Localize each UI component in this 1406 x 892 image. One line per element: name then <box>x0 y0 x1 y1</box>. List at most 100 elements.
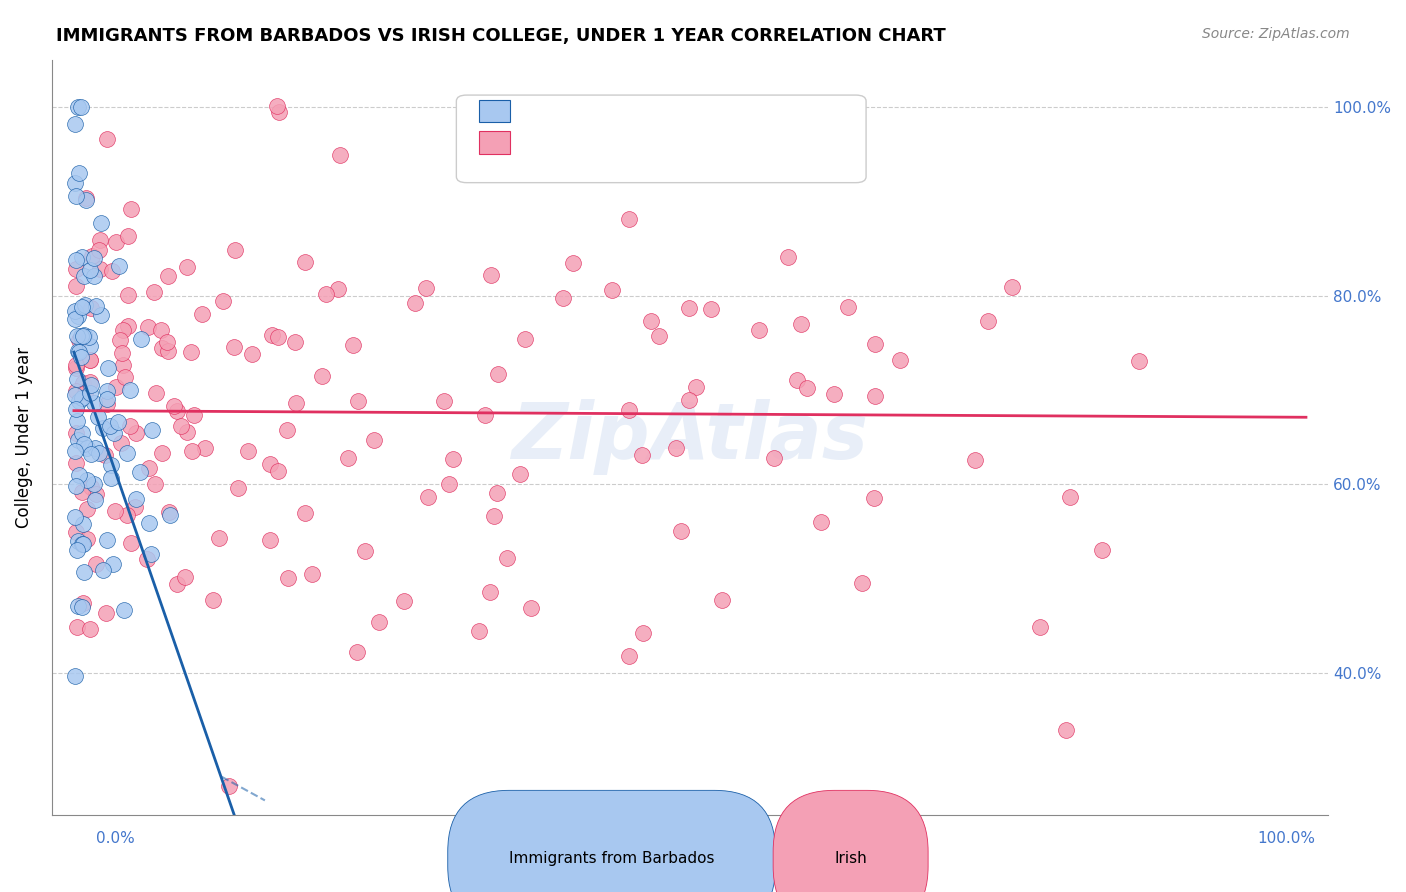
Point <box>77 330 100 344</box>
Point <box>65 479 87 493</box>
Bar <box>479 131 510 154</box>
Point <box>70 350 93 364</box>
Point <box>120 418 142 433</box>
Point <box>468 624 491 638</box>
Text: 100.0%: 100.0% <box>1257 831 1316 846</box>
Point <box>143 285 166 299</box>
Point <box>863 389 886 403</box>
Point <box>117 228 139 243</box>
Point <box>70 300 93 314</box>
Point <box>136 320 159 334</box>
Point <box>84 487 107 501</box>
Point <box>111 358 134 372</box>
Point <box>277 571 299 585</box>
Point <box>70 485 93 500</box>
Point <box>76 441 98 455</box>
Point <box>678 393 700 408</box>
Point <box>617 648 640 663</box>
Point <box>173 570 195 584</box>
Point <box>75 193 97 207</box>
Point <box>224 243 246 257</box>
Point <box>863 491 886 506</box>
Point <box>1091 542 1114 557</box>
Point <box>315 286 337 301</box>
Point <box>631 449 654 463</box>
Point <box>259 457 281 471</box>
Point <box>67 534 90 549</box>
Point <box>79 375 101 389</box>
Point <box>1001 280 1024 294</box>
Point <box>336 450 359 465</box>
Point <box>117 288 139 302</box>
Point <box>65 425 87 440</box>
Point <box>87 409 110 424</box>
Point <box>346 645 368 659</box>
Point <box>79 339 101 353</box>
Point <box>156 344 179 359</box>
Point <box>633 626 655 640</box>
Point <box>76 502 98 516</box>
Point <box>129 332 152 346</box>
Point <box>89 234 111 248</box>
Point <box>107 259 129 273</box>
Point <box>120 202 142 217</box>
Point <box>66 328 89 343</box>
Point <box>260 328 283 343</box>
Point <box>89 261 111 276</box>
Point <box>80 301 103 316</box>
Point <box>89 244 111 258</box>
Point <box>120 383 142 397</box>
Point <box>346 393 368 408</box>
Point <box>226 481 249 495</box>
Point <box>72 537 94 551</box>
Point <box>150 323 173 337</box>
Point <box>65 188 87 202</box>
FancyBboxPatch shape <box>457 95 866 183</box>
Point <box>90 308 112 322</box>
Point <box>176 260 198 274</box>
Point <box>125 492 148 507</box>
Text: Source: ZipAtlas.com: Source: ZipAtlas.com <box>1202 27 1350 41</box>
Point <box>269 104 291 119</box>
Point <box>678 301 700 316</box>
Point <box>91 421 114 435</box>
Point <box>363 433 385 447</box>
Point <box>72 596 94 610</box>
Point <box>83 252 105 266</box>
Point <box>354 544 377 558</box>
Point <box>368 615 391 629</box>
Y-axis label: College, Under 1 year: College, Under 1 year <box>15 346 32 528</box>
Point <box>284 335 307 350</box>
Point <box>75 191 97 205</box>
Point <box>73 437 96 451</box>
Point <box>863 336 886 351</box>
Point <box>66 620 89 634</box>
Point <box>474 408 496 422</box>
Point <box>84 558 107 572</box>
Point <box>84 492 107 507</box>
Point <box>180 444 202 458</box>
Point <box>115 446 138 460</box>
Point <box>97 360 120 375</box>
Point <box>482 509 505 524</box>
Point <box>685 380 707 394</box>
Point <box>96 132 118 146</box>
Point <box>212 294 235 309</box>
Point <box>70 599 93 614</box>
Point <box>240 346 263 360</box>
Point <box>1059 490 1081 504</box>
Point <box>65 358 87 372</box>
Point <box>117 318 139 333</box>
Point <box>110 436 132 450</box>
Point <box>115 508 138 523</box>
Point <box>67 334 90 348</box>
Point <box>83 396 105 410</box>
Point <box>65 510 87 524</box>
Point <box>73 565 96 579</box>
Point <box>778 250 800 264</box>
Point <box>100 471 122 485</box>
Point <box>83 268 105 283</box>
Point <box>619 402 641 417</box>
Text: 0.0%: 0.0% <box>96 831 135 846</box>
Point <box>551 291 574 305</box>
